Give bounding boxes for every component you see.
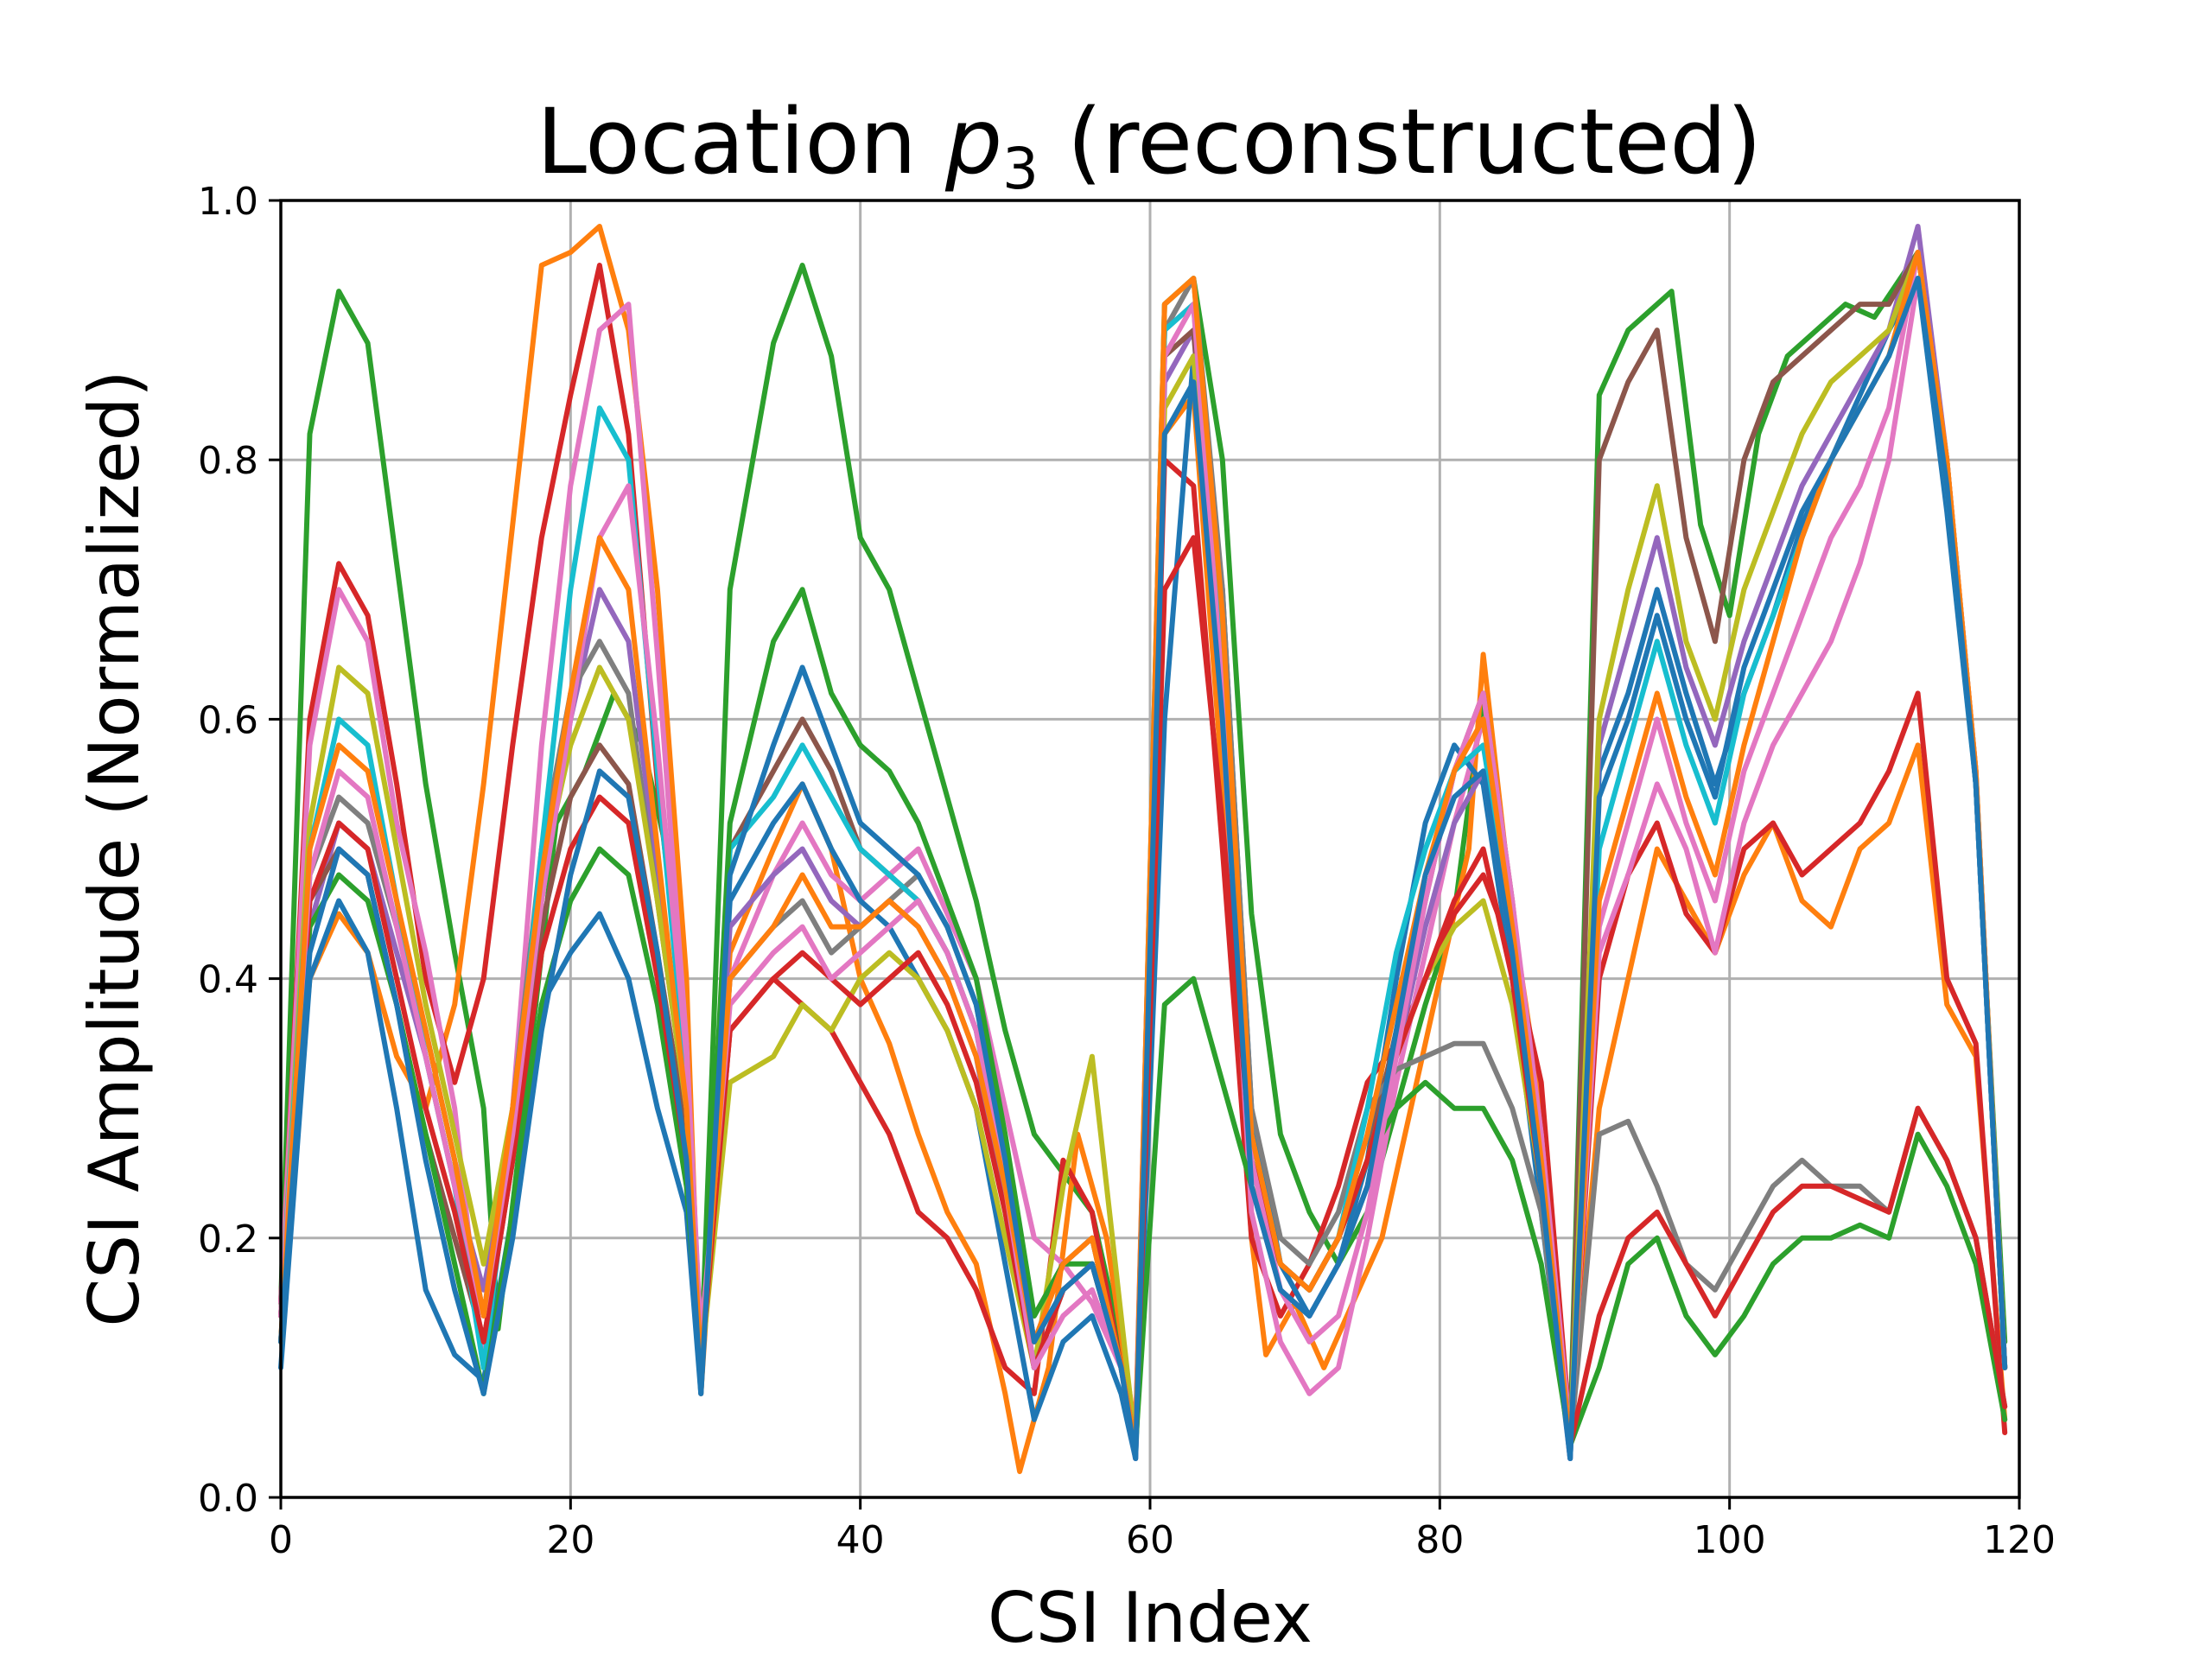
x-tick-label: 20 <box>546 1518 594 1562</box>
y-axis-label: CSI Amplitude (Normalized) <box>74 370 155 1326</box>
chart-title: Location p3 (reconstructed) <box>537 89 1762 202</box>
x-axis-label: CSI Index <box>988 1578 1313 1658</box>
y-tick-label: 0.0 <box>198 1477 258 1521</box>
x-tick-label: 40 <box>836 1518 885 1562</box>
y-tick-label: 0.4 <box>198 958 258 1002</box>
x-tick-label: 100 <box>1694 1518 1766 1562</box>
y-tick-label: 0.6 <box>198 698 258 742</box>
x-tick-label: 80 <box>1415 1518 1464 1562</box>
y-tick-label: 0.8 <box>198 439 258 483</box>
series-line <box>278 276 2008 1461</box>
x-tick-label: 120 <box>1983 1518 2056 1562</box>
ticks: 0 20 40 60 80 100 120 0.0 0.2 0.4 0.6 0.8 1.0 <box>198 180 2056 1562</box>
y-tick-label: 1.0 <box>198 180 258 224</box>
x-tick-label: 60 <box>1126 1518 1174 1562</box>
series-group <box>278 224 2008 1474</box>
y-tick-label: 0.2 <box>198 1217 258 1262</box>
x-tick-label: 0 <box>269 1518 293 1562</box>
